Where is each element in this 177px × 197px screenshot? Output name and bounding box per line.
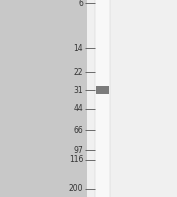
Bar (96, 86, 109, 92)
Text: 200: 200 (69, 184, 83, 193)
Bar (96, 86, 109, 94)
Text: 31: 31 (74, 86, 83, 95)
Text: 22: 22 (74, 68, 83, 77)
Bar (96, 86, 109, 95)
Text: 6: 6 (78, 0, 83, 8)
Bar (96, 86, 109, 90)
Bar (96, 86, 109, 87)
Bar (96, 85, 109, 86)
Text: 97: 97 (73, 146, 83, 155)
Bar (96, 86, 109, 91)
Bar (87, 0, 177, 197)
Text: 44: 44 (73, 104, 83, 113)
Bar (96, 86, 109, 90)
Bar (96, 86, 109, 88)
Bar (96, 86, 109, 94)
Bar (96, 86, 109, 87)
Bar (96, 86, 109, 91)
Bar (96, 86, 109, 88)
Text: 116: 116 (69, 155, 83, 164)
Bar (96, 86, 109, 92)
Bar (96, 86, 109, 89)
Text: 66: 66 (73, 125, 83, 135)
Bar (96, 86, 109, 87)
Bar (96, 86, 109, 89)
Bar (96, 86, 109, 93)
Bar (96, 86, 109, 93)
Bar (96, 86, 109, 90)
Bar (96, 86, 109, 94)
Bar (95, 0, 110, 197)
Bar (96, 86, 109, 93)
Text: 14: 14 (74, 44, 83, 53)
Bar (96, 86, 109, 91)
Bar (96, 86, 109, 90)
Bar (96, 86, 109, 88)
Bar (96, 86, 109, 92)
Bar (96, 86, 109, 89)
